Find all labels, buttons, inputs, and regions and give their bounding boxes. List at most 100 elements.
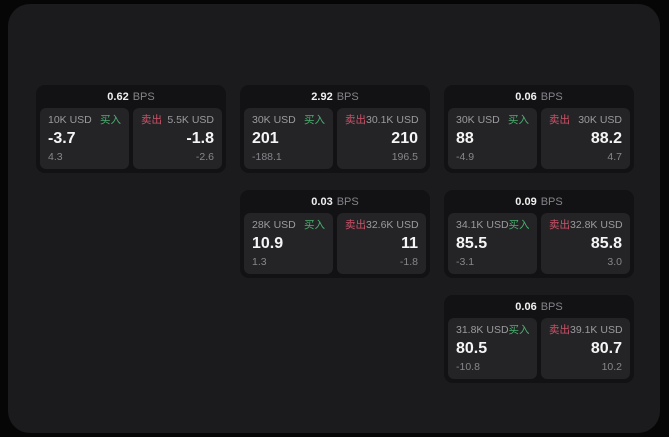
buy-subpanel: 10K USD 买入 -3.7 4.3 (40, 108, 129, 169)
card-header: 0.06 BPS (444, 85, 634, 108)
sell-tag[interactable]: 卖出 (345, 219, 366, 231)
sell-tag[interactable]: 卖出 (345, 114, 366, 126)
buy-sub-value: 1.3 (252, 256, 267, 268)
sell-amount: 30K USD (578, 114, 622, 126)
card-header: 0.03 BPS (240, 190, 430, 213)
sell-tag-row: 卖出 39.1K USD (549, 324, 623, 337)
sell-value: -1.8 (186, 130, 214, 147)
sell-amount: 32.6K USD (366, 219, 419, 231)
quote-card[interactable]: 0.06 BPS 31.8K USD 买入 80.5 -10.8 卖出 39.1… (444, 295, 634, 383)
buy-sub-value: -188.1 (252, 151, 282, 163)
quote-card[interactable]: 2.92 BPS 30K USD 买入 201 -188.1 卖出 30.1K … (240, 85, 430, 173)
sell-tag-row: 卖出 30K USD (549, 114, 622, 127)
sell-subpanel: 卖出 39.1K USD 80.7 10.2 (541, 318, 630, 379)
bps-unit-label: BPS (336, 195, 359, 208)
sell-amount: 30.1K USD (366, 114, 419, 126)
bps-value: 2.92 (311, 90, 333, 103)
buy-amount: 30K USD (252, 114, 296, 126)
buy-subpanel: 28K USD 买入 10.9 1.3 (244, 213, 333, 274)
quote-card[interactable]: 0.03 BPS 28K USD 买入 10.9 1.3 卖出 32.6K US… (240, 190, 430, 278)
bps-unit-label: BPS (540, 300, 563, 313)
buy-tag-row: 10K USD 买入 (48, 114, 121, 127)
buy-tag[interactable]: 买入 (304, 114, 325, 126)
buy-tag[interactable]: 买入 (508, 114, 529, 126)
buy-value: 201 (252, 130, 279, 147)
sell-tag[interactable]: 卖出 (141, 114, 162, 126)
quote-card[interactable]: 0.09 BPS 34.1K USD 买入 85.5 -3.1 卖出 32.8K… (444, 190, 634, 278)
sell-tag[interactable]: 卖出 (549, 324, 570, 336)
sell-amount: 32.8K USD (570, 219, 623, 231)
bps-value: 0.62 (107, 90, 129, 103)
buy-sub-value: 4.3 (48, 151, 63, 163)
quote-card[interactable]: 0.06 BPS 30K USD 买入 88 -4.9 卖出 30K USD (444, 85, 634, 173)
sell-tag-row: 卖出 32.6K USD (345, 219, 419, 232)
sell-subpanel: 卖出 32.6K USD 11 -1.8 (337, 213, 426, 274)
buy-subpanel: 30K USD 买入 201 -188.1 (244, 108, 333, 169)
sell-tag[interactable]: 卖出 (549, 219, 570, 231)
buy-subpanel: 34.1K USD 买入 85.5 -3.1 (448, 213, 537, 274)
card-header: 2.92 BPS (240, 85, 430, 108)
card-header: 0.62 BPS (36, 85, 226, 108)
buy-sub-value: -3.1 (456, 256, 475, 268)
buy-tag-row: 30K USD 买入 (252, 114, 325, 127)
buy-value: 80.5 (456, 340, 488, 357)
card-body: 30K USD 买入 201 -188.1 卖出 30.1K USD 210 1… (240, 108, 430, 173)
sell-value: 11 (401, 235, 418, 252)
buy-amount: 28K USD (252, 219, 296, 231)
buy-tag[interactable]: 买入 (100, 114, 121, 126)
sell-sub-value: -1.8 (399, 256, 418, 268)
quote-card-grid: 0.62 BPS 10K USD 买入 -3.7 4.3 卖出 5.5K USD (36, 85, 634, 383)
bps-unit-label: BPS (336, 90, 359, 103)
sell-sub-value: 196.5 (391, 151, 418, 163)
buy-amount: 34.1K USD (456, 219, 509, 231)
sell-subpanel: 卖出 30.1K USD 210 196.5 (337, 108, 426, 169)
buy-tag-row: 30K USD 买入 (456, 114, 529, 127)
main-panel: 0.62 BPS 10K USD 买入 -3.7 4.3 卖出 5.5K USD (8, 4, 660, 433)
sell-amount: 5.5K USD (167, 114, 214, 126)
quote-card[interactable]: 0.62 BPS 10K USD 买入 -3.7 4.3 卖出 5.5K USD (36, 85, 226, 173)
card-header: 0.09 BPS (444, 190, 634, 213)
buy-value: 85.5 (456, 235, 488, 252)
buy-value: -3.7 (48, 130, 76, 147)
buy-tag[interactable]: 买入 (508, 219, 530, 231)
card-body: 10K USD 买入 -3.7 4.3 卖出 5.5K USD -1.8 -2.… (36, 108, 226, 173)
buy-value: 10.9 (252, 235, 284, 252)
sell-value: 210 (391, 130, 418, 147)
buy-amount: 30K USD (456, 114, 500, 126)
buy-tag[interactable]: 买入 (304, 219, 325, 231)
sell-sub-value: 4.7 (607, 151, 622, 163)
sell-tag[interactable]: 卖出 (549, 114, 570, 126)
sell-tag-row: 卖出 30.1K USD (345, 114, 419, 127)
buy-amount: 31.8K USD (456, 324, 509, 336)
sell-value: 80.7 (590, 340, 622, 357)
sell-subpanel: 卖出 32.8K USD 85.8 3.0 (541, 213, 630, 274)
buy-amount: 10K USD (48, 114, 92, 126)
buy-tag[interactable]: 买入 (508, 324, 530, 336)
bps-unit-label: BPS (132, 90, 155, 103)
sell-tag-row: 卖出 5.5K USD (141, 114, 214, 127)
buy-tag-row: 34.1K USD 买入 (456, 219, 530, 232)
sell-subpanel: 卖出 30K USD 88.2 4.7 (541, 108, 630, 169)
card-body: 34.1K USD 买入 85.5 -3.1 卖出 32.8K USD 85.8… (444, 213, 634, 278)
sell-value: 85.8 (590, 235, 622, 252)
buy-tag-row: 28K USD 买入 (252, 219, 325, 232)
bps-unit-label: BPS (540, 195, 563, 208)
buy-subpanel: 30K USD 买入 88 -4.9 (448, 108, 537, 169)
buy-sub-value: -4.9 (456, 151, 475, 163)
card-body: 30K USD 买入 88 -4.9 卖出 30K USD 88.2 4.7 (444, 108, 634, 173)
buy-subpanel: 31.8K USD 买入 80.5 -10.8 (448, 318, 537, 379)
buy-sub-value: -10.8 (456, 361, 480, 373)
card-header: 0.06 BPS (444, 295, 634, 318)
bps-value: 0.09 (515, 195, 537, 208)
sell-subpanel: 卖出 5.5K USD -1.8 -2.6 (133, 108, 222, 169)
sell-value: 88.2 (590, 130, 622, 147)
card-body: 28K USD 买入 10.9 1.3 卖出 32.6K USD 11 -1.8 (240, 213, 430, 278)
sell-sub-value: 10.2 (601, 361, 622, 373)
sell-sub-value: -2.6 (195, 151, 214, 163)
sell-tag-row: 卖出 32.8K USD (549, 219, 623, 232)
bps-value: 0.06 (515, 300, 537, 313)
card-body: 31.8K USD 买入 80.5 -10.8 卖出 39.1K USD 80.… (444, 318, 634, 383)
buy-value: 88 (456, 130, 474, 147)
sell-sub-value: 3.0 (607, 256, 622, 268)
bps-value: 0.06 (515, 90, 537, 103)
